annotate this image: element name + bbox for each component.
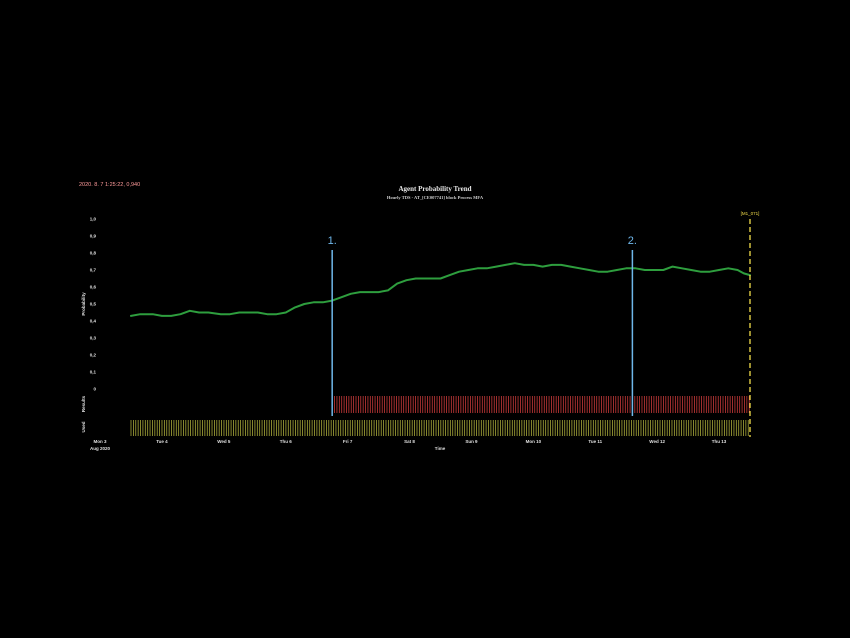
marker-label: 1. [328, 235, 337, 247]
annotation-label: [M1_071] [741, 211, 760, 216]
y-tick-label: 0,7 [90, 268, 97, 273]
marker-label: 2. [628, 235, 637, 247]
timestamp-text: 2020. 8. 7 1:25:22, 0,940 [79, 182, 140, 188]
y-tick-label: 0,5 [90, 302, 97, 307]
y-tick-label: 0,6 [90, 285, 97, 290]
y-tick-label: 0,8 [90, 251, 97, 256]
x-axis-label: Time [435, 446, 446, 451]
y-tick-label: 0 [93, 387, 96, 392]
x-tick-label: Sat 8 [404, 439, 415, 444]
x-tick-label: Thu 6 [280, 439, 292, 444]
y-axis-label: Probability [81, 292, 86, 316]
x-tick-label: Tue 11 [588, 439, 602, 444]
y-tick-label: 1,0 [90, 217, 97, 222]
chart-subtitle: Hourly TDS - AT_[CE007741] block Process… [387, 195, 484, 200]
results-band-label: Results [81, 395, 86, 412]
x-tick-sublabel: Aug 2020 [90, 446, 111, 451]
x-tick-label: Sun 9 [465, 439, 478, 444]
x-tick-label: Mon 3 [94, 439, 107, 444]
x-tick-label: Mon 10 [526, 439, 542, 444]
x-tick-label: Fri 7 [343, 439, 353, 444]
x-tick-label: Wed 12 [649, 439, 665, 444]
y-tick-label: 0,3 [90, 336, 97, 341]
x-tick-label: Wed 5 [217, 439, 231, 444]
probability-series-line [130, 262, 751, 317]
used-band-label: Used [81, 421, 86, 432]
x-tick-label: Tue 4 [156, 439, 168, 444]
y-tick-label: 0,4 [90, 319, 97, 324]
y-tick-label: 0,9 [90, 234, 97, 239]
x-tick-label: Thu 13 [712, 439, 727, 444]
chart-title: Agent Probability Trend [399, 185, 472, 193]
y-tick-label: 0,2 [90, 353, 97, 358]
y-tick-label: 0,1 [90, 370, 97, 375]
